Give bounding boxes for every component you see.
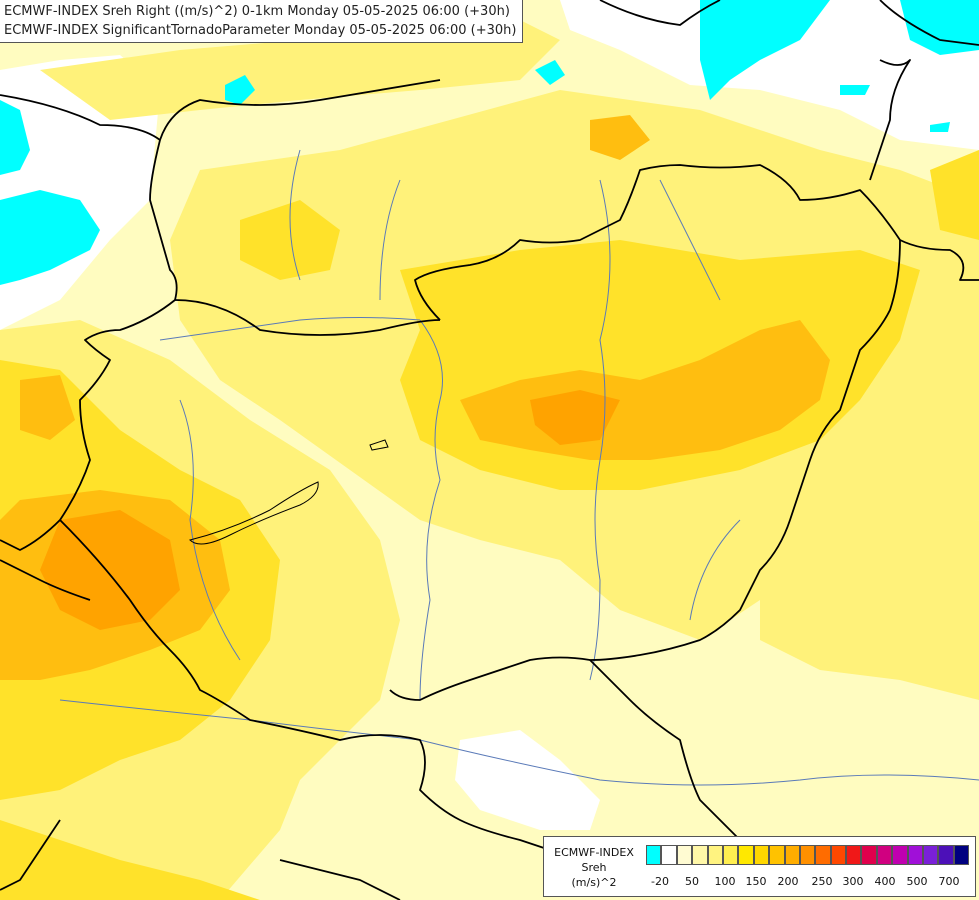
legend-tick: 150 [745, 875, 767, 888]
legend-swatch [846, 845, 862, 865]
strong-yellow-zone-south [0, 820, 260, 900]
legend-tick: 700 [938, 875, 960, 888]
legend-swatch [707, 845, 723, 865]
cyan-zone-east-small-2 [930, 122, 950, 132]
legend-swatch [861, 845, 877, 865]
legend-swatch [923, 845, 939, 865]
legend-swatch [722, 845, 739, 865]
map-title-box: ECMWF-INDEX Sreh Right ((m/s)^2) 0-1km M… [0, 0, 524, 43]
legend-tick: 400 [874, 875, 896, 888]
legend-tick: 250 [811, 875, 833, 888]
legend-swatch [738, 845, 754, 865]
orange-zone-west-core [40, 510, 180, 630]
legend-swatch [892, 845, 908, 865]
legend-tick: 300 [842, 875, 864, 888]
yellow-zone-east [760, 520, 979, 700]
legend-swatch [907, 845, 924, 865]
legend-tick: -20 [651, 875, 669, 888]
legend-swatch [799, 845, 816, 865]
strong-yellow-zone-north [240, 200, 340, 280]
legend-tick: 50 [685, 875, 699, 888]
legend-swatch [769, 845, 785, 865]
cyan-zone-west [0, 190, 100, 285]
legend-swatch [676, 845, 693, 865]
legend-swatch [784, 845, 800, 865]
legend-swatch [876, 845, 893, 865]
legend-unit-label: (m/s)^2 [571, 876, 617, 889]
legend-tick-labels: -20 50 100 150 200 250 300 400 500 700 [544, 875, 977, 889]
legend-tick: 500 [906, 875, 928, 888]
cyan-zone-northeast [700, 0, 830, 100]
orange-zone-center-core [530, 390, 620, 445]
legend-color-swatches [646, 845, 970, 865]
legend-tick: 100 [714, 875, 736, 888]
legend-swatch [815, 845, 831, 865]
cyan-zone-nw [0, 100, 30, 175]
lake-balaton [189, 481, 319, 545]
yellow-zone-north-1 [40, 20, 560, 120]
orange-zone-farwest [20, 375, 75, 440]
white-zone-south [455, 730, 600, 830]
title-line-2: ECMWF-INDEX SignificantTornadoParameter … [4, 23, 517, 38]
legend-swatch [661, 845, 677, 865]
legend-variable-label: Sreh [581, 861, 607, 874]
cyan-zone-northeast-2 [900, 0, 979, 55]
legend-swatch [953, 845, 970, 865]
orange-zone-north [590, 115, 650, 160]
cyan-zone-north-small [225, 75, 255, 105]
color-legend: ECMWF-INDEX Sreh (m/s)^2 -20 50 100 150 200 2… [543, 836, 976, 897]
legend-swatch [830, 845, 847, 865]
legend-swatch [646, 845, 662, 865]
legend-swatch [938, 845, 954, 865]
legend-swatch [692, 845, 708, 865]
rivers [59, 149, 979, 786]
strong-yellow-zone-ne [930, 150, 979, 240]
legend-model-label: ECMWF-INDEX [554, 846, 634, 859]
legend-tick: 200 [777, 875, 799, 888]
title-line-1: ECMWF-INDEX Sreh Right ((m/s)^2) 0-1km M… [4, 4, 510, 19]
cyan-zone-east-small [840, 85, 870, 95]
legend-swatch [753, 845, 770, 865]
white-zone-northeast [560, 0, 979, 150]
cyan-zone-north-mid [535, 60, 565, 85]
lake-small [369, 439, 389, 451]
